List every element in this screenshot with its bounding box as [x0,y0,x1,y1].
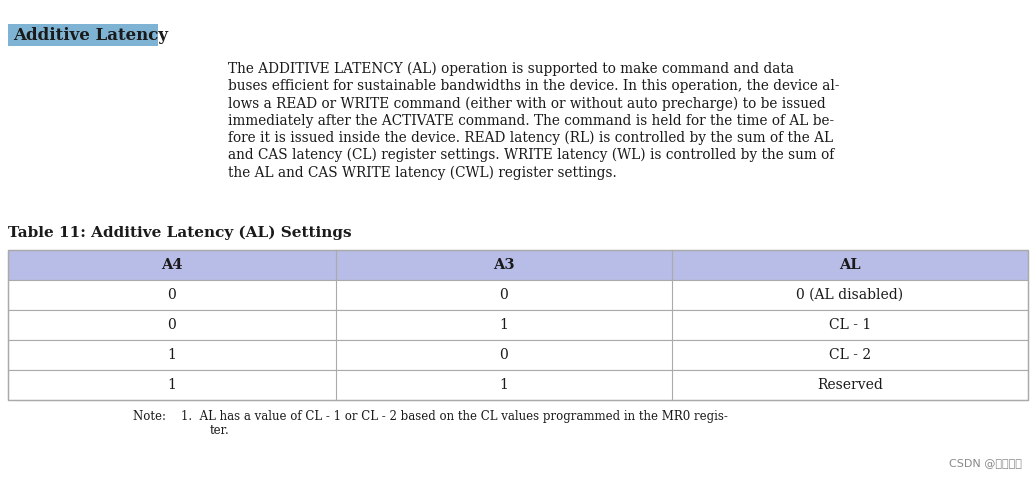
Bar [8,280,1028,310]
Text: ter.: ter. [210,424,230,437]
Text: The ADDITIVE LATENCY (AL) operation is supported to make command and data: The ADDITIVE LATENCY (AL) operation is s… [228,62,794,76]
Bar [8,310,1028,340]
Bar [8,250,1028,400]
Text: 1: 1 [168,378,176,392]
Text: Additive Latency: Additive Latency [13,26,168,44]
Bar [8,370,1028,400]
Bar [8,250,1028,280]
Text: A4: A4 [162,258,182,272]
Text: 0: 0 [499,348,509,362]
Text: 1: 1 [168,348,176,362]
Text: 0: 0 [168,288,176,302]
Text: Reserved: Reserved [817,378,883,392]
Text: immediately after the ACTIVATE command. The command is held for the time of AL b: immediately after the ACTIVATE command. … [228,114,834,128]
Text: lows a READ or WRITE command (either with or without auto precharge) to be issue: lows a READ or WRITE command (either wit… [228,96,826,111]
Bar [8,24,159,46]
Text: Table 11: Additive Latency (AL) Settings: Table 11: Additive Latency (AL) Settings [8,226,351,240]
Text: buses efficient for sustainable bandwidths in the device. In this operation, the: buses efficient for sustainable bandwidt… [228,79,839,93]
Text: 0: 0 [499,288,509,302]
Text: fore it is issued inside the device. READ latency (RL) is controlled by the sum : fore it is issued inside the device. REA… [228,131,833,145]
Text: A3: A3 [493,258,515,272]
Text: 1: 1 [499,378,509,392]
Text: the AL and CAS WRITE latency (CWL) register settings.: the AL and CAS WRITE latency (CWL) regis… [228,165,616,180]
Text: AL: AL [839,258,861,272]
Text: 0: 0 [168,318,176,332]
Text: and CAS latency (CL) register settings. WRITE latency (WL) is controlled by the : and CAS latency (CL) register settings. … [228,148,834,162]
Bar [8,340,1028,370]
Text: Note:    1.  AL has a value of CL - 1 or CL - 2 based on the CL values programme: Note: 1. AL has a value of CL - 1 or CL … [133,410,728,423]
Text: 1: 1 [499,318,509,332]
Text: CL - 1: CL - 1 [829,318,871,332]
Text: CL - 2: CL - 2 [829,348,871,362]
Text: CSDN @风中月隐: CSDN @风中月隐 [949,458,1021,468]
Text: 0 (AL disabled): 0 (AL disabled) [797,288,903,302]
